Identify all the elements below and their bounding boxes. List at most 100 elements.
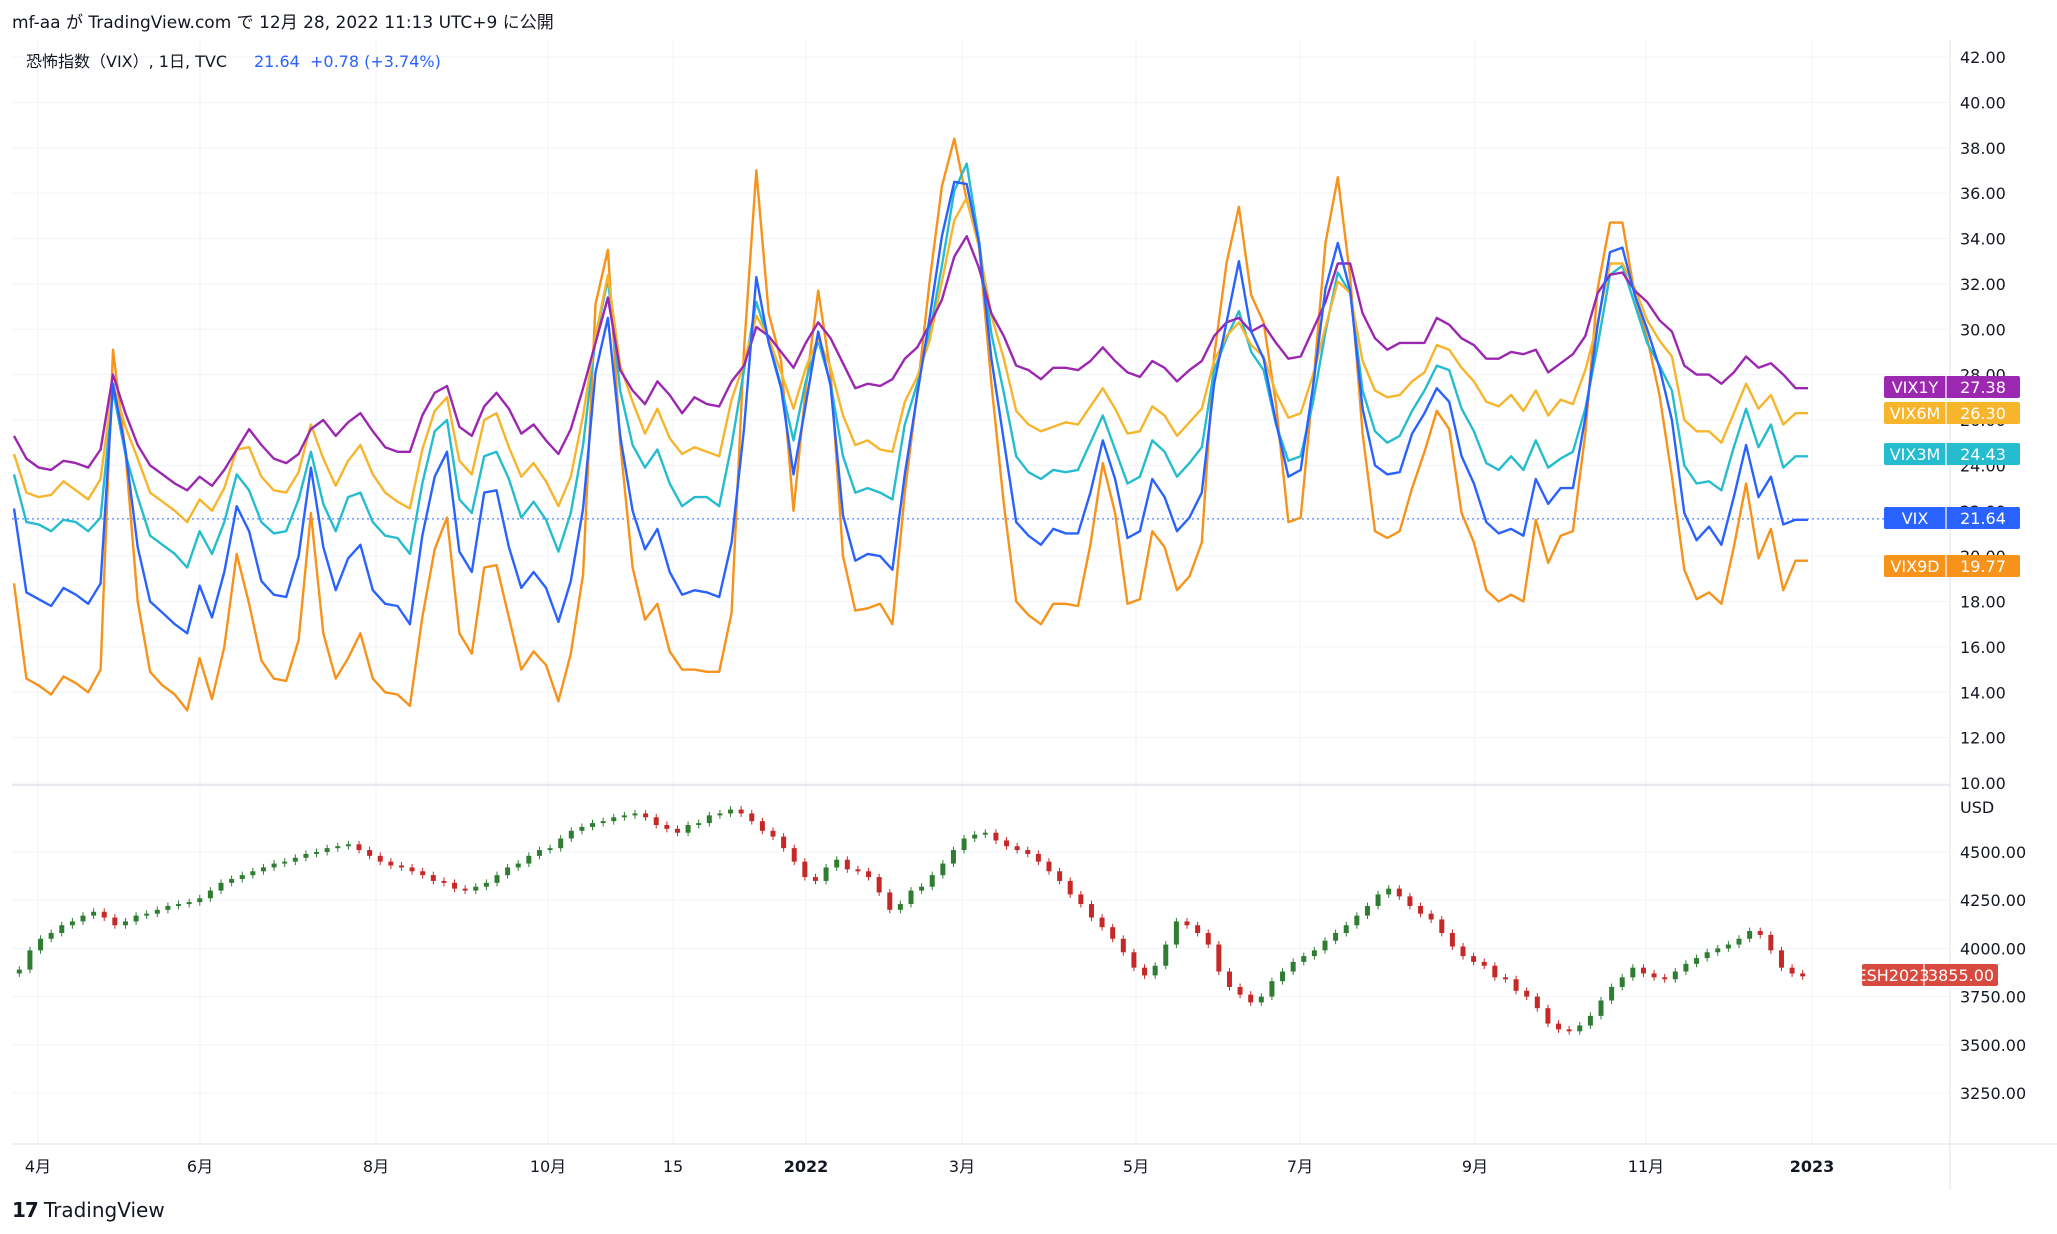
candle-body — [632, 813, 638, 816]
series-badge[interactable]: VIX1Y 27.38 — [1884, 376, 2020, 398]
time-tick-label: 4月 — [25, 1157, 51, 1176]
candle-body — [1142, 967, 1148, 976]
price-tick-label: 16.00 — [1960, 638, 2006, 657]
price-axis-lower: USD 3250.00 3500.00 3750.00 4000.00 4250.00 45… — [1960, 798, 2026, 1103]
candle-body — [1545, 1008, 1551, 1024]
badge-value: 21.64 — [1960, 509, 2006, 528]
series-badge[interactable]: VIX 21.64 — [1884, 507, 2020, 529]
series-lines — [12, 137, 1808, 712]
candle-body — [1715, 948, 1721, 953]
series-line-vix6m — [12, 196, 1808, 524]
price-tick-label: 4000.00 — [1960, 939, 2026, 958]
candle-body — [91, 911, 97, 916]
candle-body — [1587, 1015, 1593, 1026]
candle-body — [356, 844, 362, 851]
candle-body — [1195, 925, 1201, 933]
candle-body — [876, 877, 882, 893]
candles — [16, 806, 1806, 1035]
candle-body — [685, 825, 691, 833]
candle-body — [1226, 971, 1232, 987]
candle-body — [653, 817, 659, 826]
candle-body — [16, 969, 22, 974]
candle-body — [1556, 1023, 1562, 1030]
candle-body — [1078, 894, 1084, 905]
candle-body — [1704, 952, 1710, 959]
badge-label: VIX6M — [1890, 404, 1941, 423]
tradingview-brand: TradingView — [43, 1198, 165, 1222]
badge-value: 24.43 — [1960, 445, 2006, 464]
candle-body — [611, 817, 617, 822]
grid-lower — [12, 851, 1950, 1094]
price-tick-label: 36.00 — [1960, 184, 2006, 203]
candle-body — [1768, 934, 1774, 951]
candle-body — [823, 867, 829, 881]
price-tick-label: 12.00 — [1960, 729, 2006, 748]
candle-body — [1481, 961, 1487, 966]
candle-body — [1662, 977, 1668, 980]
candle-body — [1449, 932, 1455, 947]
candle-body — [844, 859, 850, 870]
candle-body — [229, 878, 235, 883]
candle-body — [505, 867, 511, 876]
candle-body — [112, 917, 118, 926]
series-badge[interactable]: VIX9D 19.77 — [1884, 555, 2020, 577]
candle-body — [1502, 977, 1508, 980]
series-line-vix9d — [12, 137, 1808, 712]
series-badge[interactable]: VIX6M 26.30 — [1884, 402, 2020, 424]
candle-body — [1757, 931, 1763, 935]
candle-body — [1640, 967, 1646, 974]
candle-body — [940, 863, 946, 876]
candle-body — [420, 871, 426, 876]
candle-body — [1407, 896, 1413, 906]
chart-frame[interactable]: 10.0012.0014.0016.0018.0020.0022.0024.00… — [0, 40, 2057, 1190]
candle-body — [781, 836, 787, 849]
candle-body — [1163, 944, 1169, 966]
candle-body — [1152, 965, 1158, 976]
candle-body — [1789, 967, 1795, 974]
legend-symbol[interactable]: 恐怖指数（VIX）, 1日, TVC — [26, 52, 227, 71]
price-tick-label: 18.00 — [1960, 593, 2006, 612]
time-tick-label: 2022 — [784, 1157, 829, 1176]
candle-body — [1173, 921, 1179, 945]
candle-body — [1471, 956, 1477, 962]
candle-body — [950, 850, 956, 864]
candle-body — [1418, 905, 1424, 914]
candle-body — [1067, 880, 1073, 895]
series-line-vix3m — [12, 162, 1808, 569]
candle-body — [1725, 944, 1731, 949]
series-badge[interactable]: VIX3M 24.43 — [1884, 443, 2020, 465]
candle-body — [388, 861, 394, 866]
candle-body — [292, 857, 298, 862]
candle-body — [834, 859, 840, 868]
candle-body — [1301, 956, 1307, 962]
candle-body — [717, 813, 723, 816]
candle-body — [972, 834, 978, 839]
candle-body — [483, 882, 489, 887]
tradingview-logo[interactable]: 17 TradingView — [12, 1198, 165, 1222]
candle-body — [1258, 996, 1264, 1003]
chart-canvas[interactable]: 10.0012.0014.0016.0018.0020.0022.0024.00… — [0, 40, 2057, 1190]
candle-body — [1322, 940, 1328, 951]
candle-body — [69, 921, 75, 926]
candle-body — [791, 848, 797, 862]
candle-body — [1492, 965, 1498, 978]
grid-vertical — [37, 40, 1813, 1144]
candle-body — [324, 848, 330, 852]
candle-body — [1311, 950, 1317, 957]
candle-body — [1354, 915, 1360, 926]
time-tick-label: 10月 — [530, 1157, 566, 1176]
candle-body — [1057, 871, 1063, 881]
candle-body — [260, 867, 266, 872]
candle-body — [802, 861, 808, 878]
series-badges: VIX1Y 27.38 VIX6M 26.30 VIX3M 24.43 VIX 21.64 VI… — [1856, 376, 2020, 986]
candle-body — [282, 861, 288, 864]
candle-body — [887, 892, 893, 910]
candle-body — [48, 932, 54, 939]
candle-body — [1280, 971, 1286, 982]
price-tick-label: 3500.00 — [1960, 1036, 2026, 1055]
time-axis: 4月 6月 8月 10月 15 2022 3月 5月 7月 9月 11月 2023 — [25, 1157, 1834, 1176]
candle-body — [929, 875, 935, 887]
candle-body — [866, 871, 872, 878]
badge-label: VIX1Y — [1892, 378, 1939, 397]
